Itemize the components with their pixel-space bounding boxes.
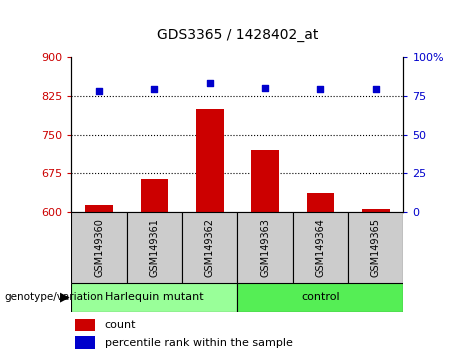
- FancyBboxPatch shape: [293, 212, 348, 283]
- Text: percentile rank within the sample: percentile rank within the sample: [105, 338, 293, 348]
- Bar: [362, 209, 390, 212]
- Bar: [75, 336, 95, 349]
- Bar: [71, 283, 237, 312]
- FancyBboxPatch shape: [127, 212, 182, 283]
- Point: [151, 86, 158, 92]
- Bar: [85, 205, 113, 212]
- Text: GSM149362: GSM149362: [205, 218, 215, 277]
- Text: GDS3365 / 1428402_at: GDS3365 / 1428402_at: [157, 28, 318, 42]
- Bar: [251, 150, 279, 212]
- Point: [261, 85, 269, 91]
- Bar: [196, 109, 224, 212]
- FancyBboxPatch shape: [182, 212, 237, 283]
- Bar: [75, 319, 95, 331]
- Text: ▶: ▶: [59, 291, 69, 304]
- Text: control: control: [301, 292, 340, 302]
- Point: [372, 86, 379, 92]
- Bar: [237, 283, 403, 312]
- Bar: [141, 179, 168, 212]
- FancyBboxPatch shape: [71, 212, 127, 283]
- Text: genotype/variation: genotype/variation: [5, 292, 104, 302]
- FancyBboxPatch shape: [348, 212, 403, 283]
- Text: GSM149361: GSM149361: [149, 218, 160, 277]
- Text: GSM149363: GSM149363: [260, 218, 270, 277]
- FancyBboxPatch shape: [237, 212, 293, 283]
- Point: [317, 86, 324, 92]
- Text: count: count: [105, 320, 136, 330]
- Text: Harlequin mutant: Harlequin mutant: [105, 292, 204, 302]
- Bar: [307, 193, 334, 212]
- Point: [95, 88, 103, 94]
- Point: [206, 80, 213, 86]
- Text: GSM149365: GSM149365: [371, 218, 381, 277]
- Text: GSM149364: GSM149364: [315, 218, 325, 277]
- Text: GSM149360: GSM149360: [94, 218, 104, 277]
